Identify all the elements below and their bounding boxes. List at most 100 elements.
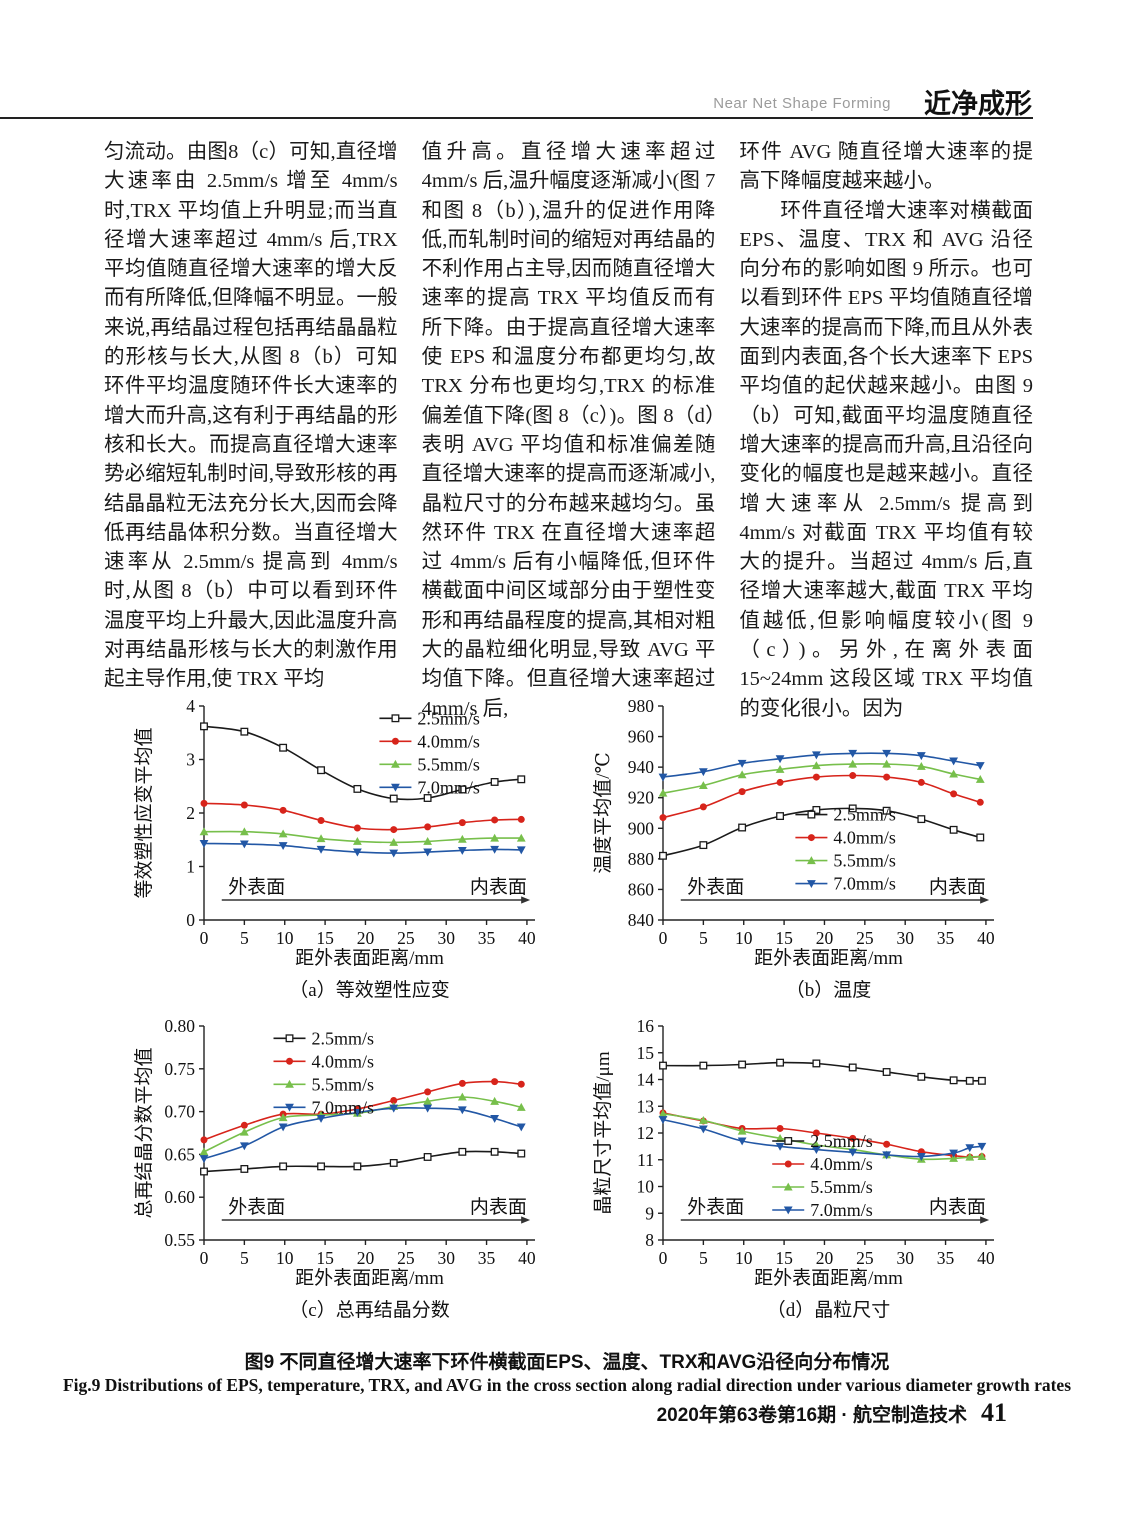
inner-surface-label: 内表面 — [470, 1196, 527, 1218]
svg-text:35: 35 — [937, 928, 955, 948]
tick-labels: 840 860 880 900 920 940 960 980 0 5 10 15 20 25 30 35 40 — [628, 696, 995, 948]
legend-label: 4.0mm/s — [833, 828, 896, 848]
y-axis-label: 晶粒尺寸平均值/μm — [592, 1051, 614, 1214]
legend: 2.5mm/s 4.0mm/s 5.5mm/s 7.0mm/s — [379, 708, 480, 797]
outer-surface-label: 外表面 — [687, 876, 744, 898]
svg-text:16: 16 — [637, 1016, 655, 1036]
figure-caption-zh: 图9 不同直径增大速率下环件横截面EPS、温度、TRX和AVG沿径向分布情况 — [244, 1352, 890, 1373]
svg-text:15: 15 — [316, 928, 334, 948]
svg-text:30: 30 — [437, 928, 455, 948]
svg-text:30: 30 — [896, 928, 914, 948]
svg-text:0: 0 — [200, 928, 209, 948]
legend-label: 7.0mm/s — [810, 1200, 873, 1220]
legend-label: 5.5mm/s — [810, 1177, 873, 1197]
legend: 2.5mm/s 4.0mm/s 5.5mm/s 7.0mm/s — [772, 1131, 873, 1220]
tick-labels: 8 9 10 11 12 13 14 15 16 0 5 10 15 20 25 30 35 40 — [637, 1016, 995, 1268]
legend-label: 4.0mm/s — [810, 1154, 873, 1174]
svg-text:40: 40 — [518, 928, 536, 948]
paragraph: 环件 AVG 随直径增大速率的提高下降幅度越来越小。 — [739, 141, 1034, 193]
legend-label: 5.5mm/s — [417, 754, 480, 774]
svg-text:35: 35 — [937, 1248, 955, 1268]
x-axis-label: 距外表面距离/mm — [295, 947, 444, 969]
chart-caption: （a）等效塑性应变 — [289, 979, 449, 1001]
legend-label: 4.0mm/s — [417, 731, 480, 751]
svg-text:0: 0 — [659, 1248, 668, 1268]
chart-svg: 0.55 0.60 0.65 0.70 0.75 0.80 0 5 10 15 20 25 30 35 40… — [133, 1016, 536, 1321]
chart-svg: 840 860 880 900 920 940 960 980 0 5 10 15 20 25 30 35 40… — [592, 696, 995, 1001]
legend-label: 5.5mm/s — [833, 851, 896, 871]
svg-text:5: 5 — [240, 1248, 249, 1268]
figure-caption-en: Fig.9 Distributions of EPS, temperature,… — [62, 1375, 1072, 1395]
svg-text:15: 15 — [775, 928, 793, 948]
svg-text:1: 1 — [186, 857, 195, 877]
chart-eps: 0 1 2 3 4 0 5 10 15 20 25 30 35 40 等效塑性应变平均值 距外表面距离/mm （… — [118, 690, 563, 1008]
svg-text:30: 30 — [896, 1248, 914, 1268]
svg-text:14: 14 — [637, 1070, 655, 1090]
surface-annotation: 外表面 内表面 — [680, 876, 990, 904]
legend-label: 7.0mm/s — [312, 1097, 375, 1117]
svg-text:35: 35 — [478, 928, 496, 948]
svg-text:5: 5 — [699, 928, 708, 948]
text-column-2: 值升高。直径增大速率超过 4mm/s 后,温升幅度逐渐减小(图 7 和图 8（b… — [422, 138, 716, 724]
series-2.5mm/s — [200, 722, 526, 803]
running-title-zh: 近净成形 — [924, 89, 1032, 119]
svg-text:920: 920 — [628, 788, 655, 808]
series-5.5mm/s — [658, 759, 985, 797]
svg-text:0.55: 0.55 — [164, 1230, 195, 1250]
series-4.0mm/s — [659, 772, 984, 822]
svg-text:0.75: 0.75 — [164, 1059, 195, 1079]
running-title-en: Near Net Shape Forming — [713, 95, 891, 112]
svg-text:0.80: 0.80 — [164, 1016, 195, 1036]
svg-text:2: 2 — [186, 803, 195, 823]
header-rule — [0, 117, 1033, 119]
svg-text:25: 25 — [856, 1248, 874, 1268]
svg-text:11: 11 — [637, 1150, 654, 1170]
svg-text:15: 15 — [637, 1043, 655, 1063]
svg-text:20: 20 — [357, 1248, 375, 1268]
chart-caption: （c）总再结晶分数 — [289, 1299, 449, 1321]
legend-label: 7.0mm/s — [417, 777, 480, 797]
svg-text:20: 20 — [357, 928, 375, 948]
series-7.0mm/s — [658, 1116, 987, 1161]
paragraph: 环件直径增大速率对横截面 EPS、温度、TRX 和 AVG 沿径向分布的影响如图… — [739, 199, 1034, 720]
paragraph: 匀流动。由图8（c）可知,直径增大速率由 2.5mm/s 增至 4mm/s 时,… — [104, 141, 398, 691]
y-axis-label: 等效塑性应变平均值 — [133, 727, 155, 898]
svg-text:15: 15 — [316, 1248, 334, 1268]
journal-info: 2020年第63卷第16期 · 航空制造技术 — [656, 1405, 967, 1426]
svg-text:20: 20 — [816, 928, 834, 948]
body-text: 匀流动。由图8（c）可知,直径增大速率由 2.5mm/s 增至 4mm/s 时,… — [104, 138, 1033, 724]
svg-text:5: 5 — [240, 928, 249, 948]
series-7.0mm/s — [199, 1104, 526, 1164]
legend: 2.5mm/s 4.0mm/s 5.5mm/s 7.0mm/s — [273, 1028, 375, 1117]
svg-text:25: 25 — [397, 1248, 415, 1268]
chart-svg: 8 9 10 11 12 13 14 15 16 0 5 10 15 20 25 30 35 40 晶粒尺寸平均值/… — [592, 1016, 995, 1321]
svg-text:15: 15 — [775, 1248, 793, 1268]
legend-label: 5.5mm/s — [312, 1074, 375, 1094]
series-7.0mm/s — [199, 839, 526, 858]
svg-text:5: 5 — [699, 1248, 708, 1268]
series-7.0mm/s — [658, 749, 985, 782]
page-footer: 2020年第63卷第16期 · 航空制造技术 41 — [657, 1398, 1007, 1428]
legend: 2.5mm/s 4.0mm/s 5.5mm/s 7.0mm/s — [795, 805, 896, 894]
svg-text:40: 40 — [977, 928, 995, 948]
svg-text:35: 35 — [478, 1248, 496, 1268]
x-axis-label: 距外表面距离/mm — [754, 947, 903, 969]
svg-text:10: 10 — [276, 1248, 294, 1268]
y-axis-label: 总再结晶分数平均值 — [133, 1047, 155, 1218]
x-axis-label: 距外表面距离/mm — [295, 1267, 444, 1289]
series-2.5mm/s — [659, 1058, 986, 1085]
svg-text:880: 880 — [628, 849, 655, 869]
svg-text:980: 980 — [628, 696, 655, 716]
outer-surface-label: 外表面 — [687, 1196, 744, 1218]
outer-surface-label: 外表面 — [228, 1196, 285, 1218]
surface-annotation: 外表面 内表面 — [680, 1196, 990, 1224]
chart-grain-size: 8 9 10 11 12 13 14 15 16 0 5 10 15 20 25 30 35 40 晶粒尺寸平均值/… — [577, 1010, 1022, 1328]
series-5.5mm/s — [199, 827, 526, 846]
svg-text:860: 860 — [628, 879, 655, 899]
svg-text:10: 10 — [735, 1248, 753, 1268]
svg-text:940: 940 — [628, 757, 655, 777]
svg-text:30: 30 — [437, 1248, 455, 1268]
